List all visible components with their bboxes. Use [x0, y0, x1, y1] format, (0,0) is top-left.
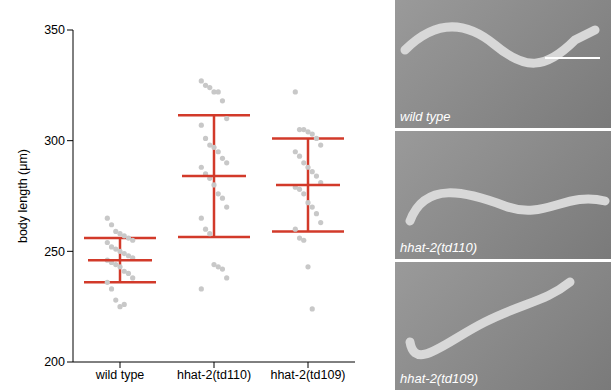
html-text:wild type: wild type: [400, 109, 451, 124]
svg-text:250: 250: [44, 245, 65, 259]
html-text:hhat-2(td110): hhat-2(td110): [400, 240, 478, 255]
svg-text:300: 300: [44, 134, 65, 148]
html-text:hhat-2(td109): hhat-2(td109): [400, 371, 479, 386]
svg-text:wild type: wild type: [95, 368, 145, 382]
svg-text:hhat-2(td110): hhat-2(td110): [177, 368, 251, 382]
svg-text:hhat-2(td109): hhat-2(td109): [270, 368, 345, 382]
svg-text:350: 350: [44, 23, 65, 37]
svg-text:200: 200: [44, 355, 65, 369]
svg-text:body length (μm): body length (μm): [16, 149, 30, 243]
